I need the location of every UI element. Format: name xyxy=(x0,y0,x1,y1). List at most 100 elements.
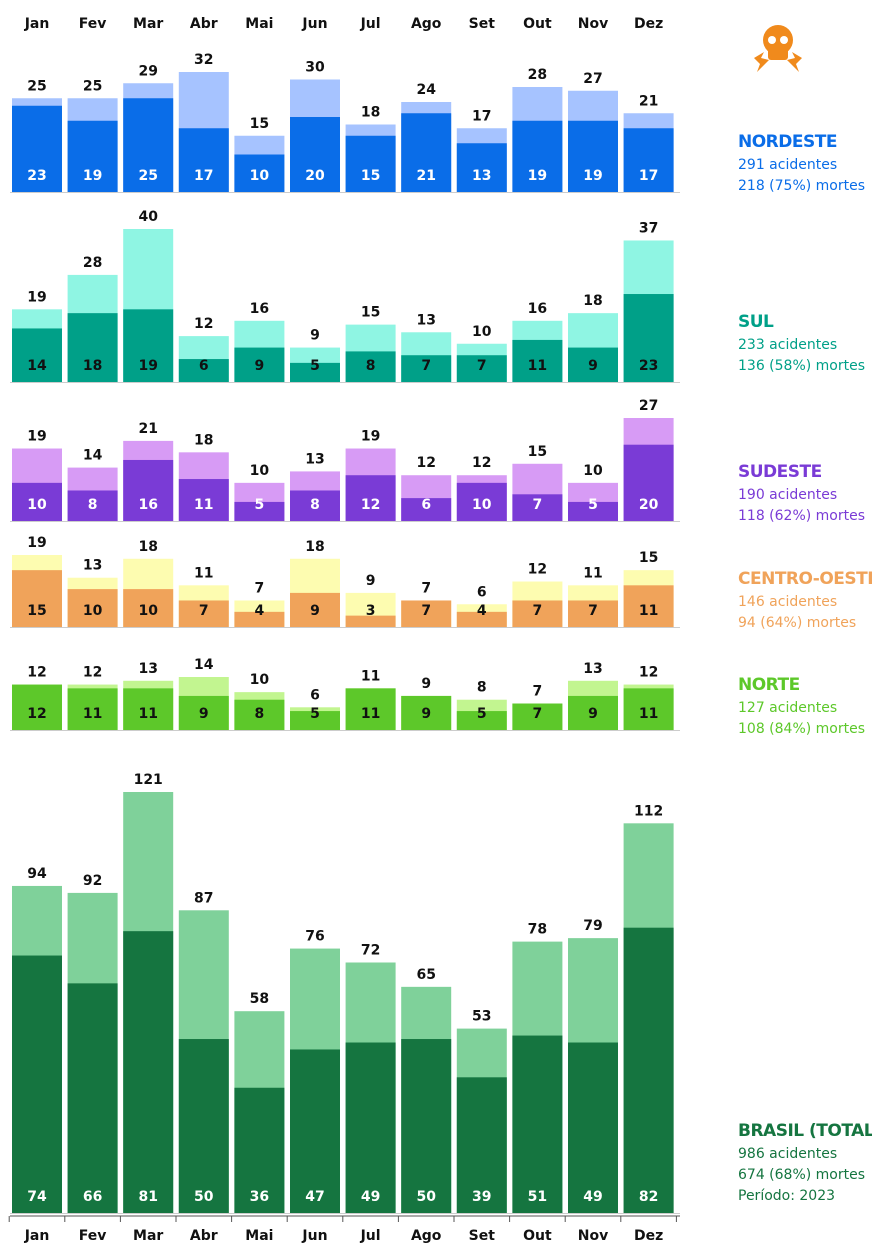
accident-label: 12 xyxy=(472,455,491,471)
death-label: 19 xyxy=(138,358,157,374)
accident-label: 27 xyxy=(639,398,658,414)
accident-label: 6 xyxy=(477,584,487,600)
death-bar xyxy=(623,444,674,521)
death-bar xyxy=(290,711,340,730)
death-bar xyxy=(456,482,507,521)
death-bar xyxy=(234,347,285,382)
death-label: 4 xyxy=(255,603,265,619)
death-bar xyxy=(234,501,285,521)
skull-icon xyxy=(754,25,802,72)
accident-label: 40 xyxy=(138,209,158,225)
death-bar xyxy=(178,695,229,730)
region-stat: 674 (68%) mortes xyxy=(738,1167,865,1183)
accident-label: 92 xyxy=(83,873,102,889)
accident-label: 9 xyxy=(366,573,376,589)
month-label: Mai xyxy=(245,1228,273,1244)
death-label: 9 xyxy=(199,706,209,722)
region-stat: 146 acidentes xyxy=(738,594,837,610)
death-bar xyxy=(512,703,563,730)
death-bar xyxy=(512,494,563,521)
death-label: 7 xyxy=(421,358,431,374)
accident-label: 15 xyxy=(639,550,658,566)
accident-label: 11 xyxy=(583,565,602,581)
death-bar xyxy=(234,154,285,192)
death-bar xyxy=(123,309,174,382)
accident-label: 10 xyxy=(583,463,603,479)
death-label: 11 xyxy=(194,497,213,513)
death-bar xyxy=(401,600,452,627)
death-label: 5 xyxy=(477,706,487,722)
month-label: Out xyxy=(523,16,552,32)
month-label: Abr xyxy=(190,1228,218,1244)
death-label: 10 xyxy=(138,603,158,619)
death-bar xyxy=(290,592,340,627)
region-stat: 118 (62%) mortes xyxy=(738,508,865,524)
death-label: 8 xyxy=(255,706,265,722)
accident-label: 12 xyxy=(83,665,102,681)
death-label: 47 xyxy=(305,1189,324,1205)
accident-label: 19 xyxy=(27,429,46,445)
death-bar xyxy=(178,359,229,382)
accident-label: 13 xyxy=(138,661,157,677)
accident-label: 15 xyxy=(528,444,547,460)
death-label: 5 xyxy=(255,497,265,513)
death-bar xyxy=(345,351,396,382)
region-name: BRASIL (TOTAL) xyxy=(738,1121,872,1141)
death-bar xyxy=(234,611,285,627)
death-bar xyxy=(178,128,229,192)
accident-label: 76 xyxy=(305,929,324,945)
month-label: Mar xyxy=(133,16,163,32)
death-bar xyxy=(123,688,174,730)
death-label: 36 xyxy=(250,1189,269,1205)
death-bar xyxy=(290,1049,340,1213)
region-name: SUL xyxy=(738,312,774,332)
death-label: 11 xyxy=(361,706,380,722)
accident-label: 37 xyxy=(639,220,658,236)
accident-label: 72 xyxy=(361,942,380,958)
death-label: 39 xyxy=(472,1189,491,1205)
death-label: 66 xyxy=(83,1189,102,1205)
death-label: 10 xyxy=(472,497,492,513)
death-label: 8 xyxy=(310,497,320,513)
death-bar xyxy=(123,459,174,521)
accident-label: 28 xyxy=(83,255,102,271)
death-label: 9 xyxy=(255,358,265,374)
accident-label: 24 xyxy=(416,82,436,98)
death-label: 11 xyxy=(138,706,157,722)
death-bar xyxy=(623,927,674,1213)
region-stat: 291 acidentes xyxy=(738,157,837,173)
death-bar xyxy=(290,362,340,382)
death-bar xyxy=(67,688,118,730)
death-label: 8 xyxy=(366,358,376,374)
death-bar xyxy=(456,355,507,382)
region-stat: Período: 2023 xyxy=(738,1188,835,1204)
death-bar xyxy=(12,570,62,627)
death-bar xyxy=(568,600,618,627)
death-bar xyxy=(123,931,174,1213)
death-bar xyxy=(512,600,563,627)
death-bar xyxy=(290,117,340,192)
region-stat: 127 acidentes xyxy=(738,700,837,716)
death-label: 7 xyxy=(199,603,209,619)
month-label: Set xyxy=(469,1228,496,1244)
death-label: 20 xyxy=(639,497,659,513)
accident-label: 78 xyxy=(528,922,547,938)
accident-label: 18 xyxy=(361,105,380,121)
death-label: 11 xyxy=(639,603,658,619)
death-label: 6 xyxy=(421,497,431,513)
death-bar xyxy=(568,695,618,730)
accident-label: 15 xyxy=(250,116,269,132)
death-label: 11 xyxy=(83,706,102,722)
accident-label: 65 xyxy=(416,967,435,983)
death-bar xyxy=(568,120,618,192)
accident-label: 12 xyxy=(639,665,658,681)
accident-label: 9 xyxy=(310,328,320,344)
month-label: Ago xyxy=(411,1228,442,1244)
death-label: 23 xyxy=(639,358,658,374)
death-bar xyxy=(234,699,285,730)
death-bar xyxy=(623,128,674,192)
death-bar xyxy=(345,475,396,521)
accident-label: 21 xyxy=(138,421,157,437)
death-label: 8 xyxy=(88,497,98,513)
accident-label: 121 xyxy=(134,772,163,788)
